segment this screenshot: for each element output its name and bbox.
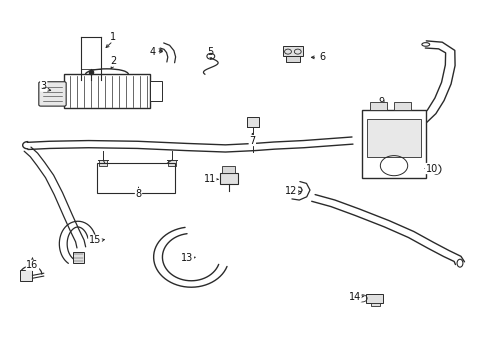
Text: 13: 13	[181, 253, 194, 263]
Bar	[362, 110, 426, 178]
Bar	[220, 173, 238, 184]
Text: 12: 12	[285, 186, 297, 197]
Text: 9: 9	[379, 97, 385, 107]
Bar	[64, 74, 150, 108]
Bar	[73, 252, 84, 263]
Text: 3: 3	[41, 81, 47, 91]
Ellipse shape	[457, 259, 463, 267]
Bar	[221, 166, 235, 173]
Bar	[168, 160, 175, 166]
Text: 4: 4	[149, 46, 155, 57]
Bar	[20, 270, 32, 281]
Bar	[283, 46, 303, 56]
Text: 14: 14	[349, 292, 361, 302]
Bar	[98, 163, 174, 193]
Bar	[99, 160, 107, 166]
Text: 11: 11	[204, 174, 216, 184]
Text: 1: 1	[110, 32, 116, 41]
Text: 6: 6	[319, 52, 325, 62]
Bar	[367, 119, 421, 157]
Text: 15: 15	[89, 235, 101, 245]
Bar	[150, 81, 162, 101]
Text: 7: 7	[249, 136, 255, 145]
Text: 8: 8	[135, 189, 142, 199]
Text: 10: 10	[425, 163, 438, 174]
Ellipse shape	[422, 42, 430, 46]
Text: 2: 2	[110, 56, 116, 66]
Bar	[366, 294, 383, 303]
Text: 5: 5	[208, 46, 214, 57]
Bar	[369, 102, 387, 110]
Bar	[247, 117, 259, 127]
Bar	[371, 303, 380, 306]
Bar	[394, 102, 411, 110]
FancyBboxPatch shape	[39, 82, 66, 106]
Bar	[286, 56, 300, 62]
Text: 16: 16	[26, 260, 39, 270]
